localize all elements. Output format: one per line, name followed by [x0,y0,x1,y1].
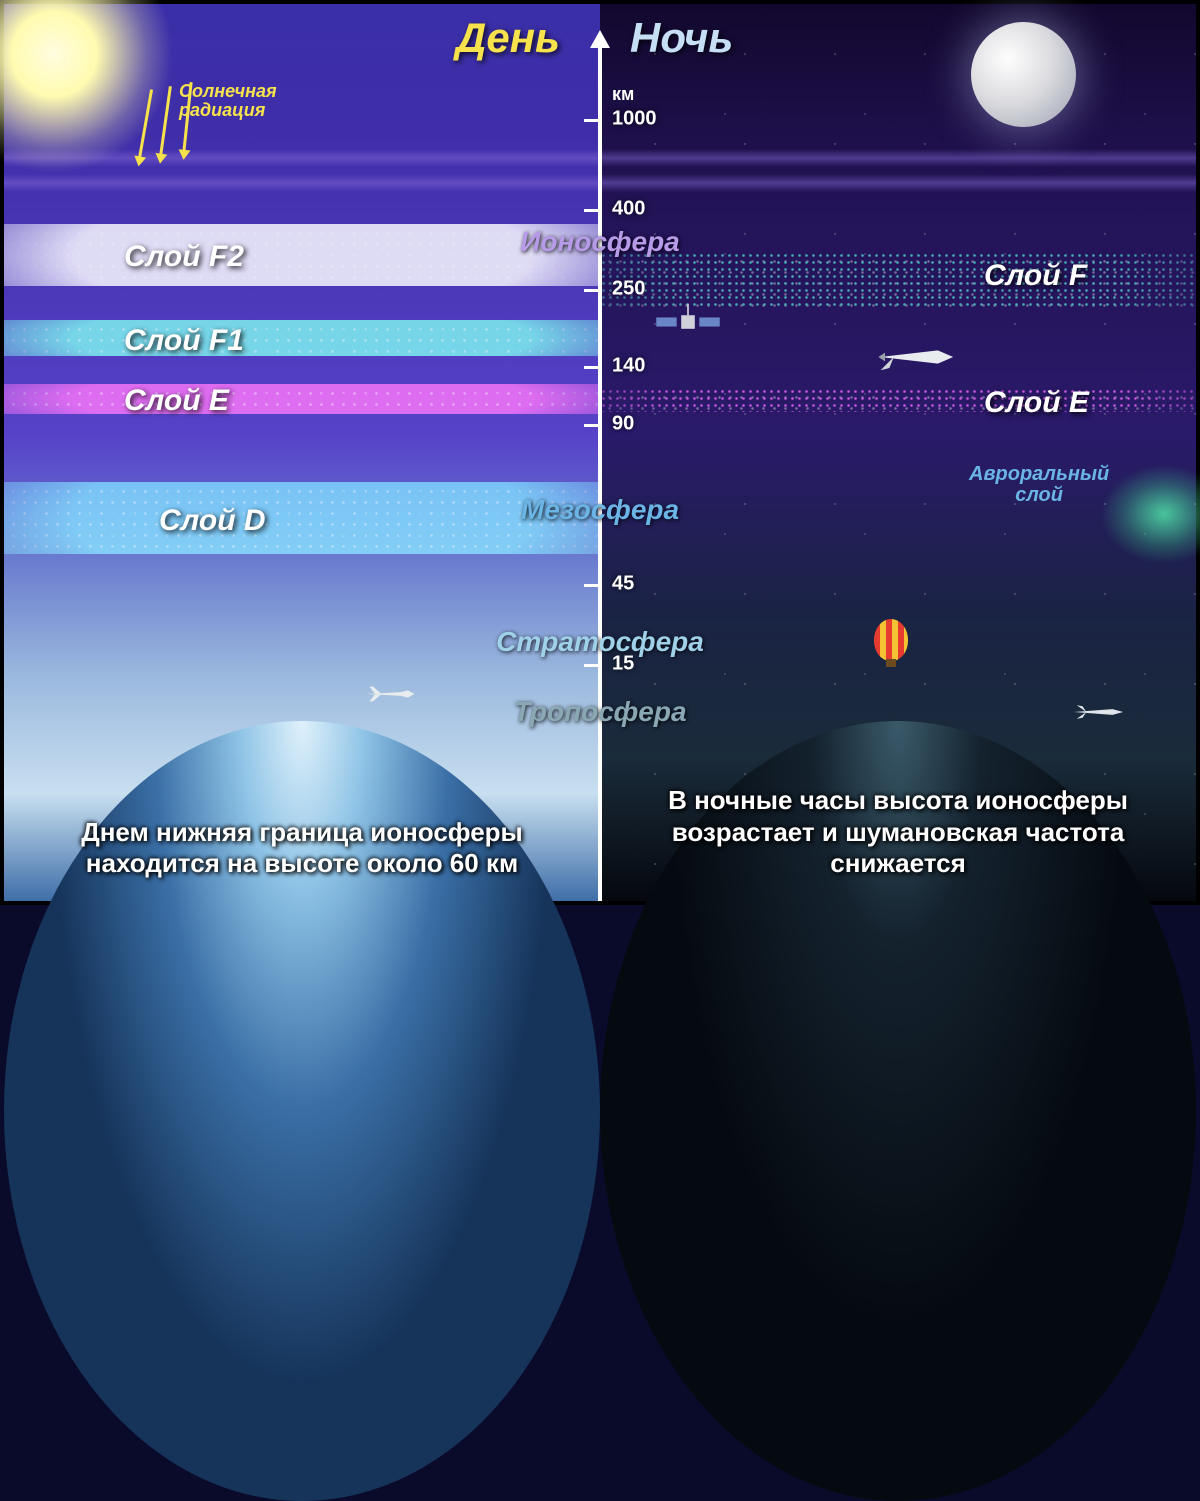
shuttle-icon [874,339,962,375]
axis-tick [584,424,600,427]
jet-icon [1069,702,1127,722]
layer-label: Слой F1 [124,324,244,358]
solar-radiation-label: Солнечнаярадиация [179,82,277,120]
header-night: Ночь [630,14,733,62]
auroral-label: Авроральныйслой [969,464,1109,506]
layer-label: Слой E [984,386,1089,420]
axis-tick [584,366,600,369]
axis-tick-label: 45 [612,573,634,596]
axis-tick [584,289,600,292]
axis-tick-label: 250 [612,278,645,301]
balloon-icon [874,619,908,667]
caption-night: В ночные часы высота ионосферы возрастае… [630,785,1166,879]
axis-tick [584,209,600,212]
moon-icon [971,22,1076,127]
airplane-icon [364,684,419,704]
sphere-label: Мезосфера [521,494,679,526]
altitude-axis [598,44,602,901]
header-day: День [456,14,560,62]
caption-day: Днем нижняя граница ионосферы находится … [34,817,570,879]
axis-tick [584,664,600,667]
sphere-label: Тропосфера [513,696,686,728]
layer-label: Слой D [159,504,266,538]
sphere-label: Ионосфера [520,226,679,258]
layer-band [4,320,600,356]
ionosphere-diagram: День Ночь км Днем нижняя граница ионосфе… [0,0,1200,905]
layer-label: Слой F [984,259,1087,293]
layer-band [4,224,600,286]
layer-label: Слой E [124,384,229,418]
axis-tick [584,119,600,122]
layer-band [4,482,600,554]
satellite-icon [654,299,722,345]
sun-icon [0,0,174,174]
layer-label: Слой F2 [124,240,244,274]
axis-tick-label: 400 [612,198,645,221]
layer-band [4,384,600,414]
sphere-label: Стратосфера [496,626,704,658]
axis-unit-label: км [612,84,634,105]
axis-arrow-icon [590,30,610,48]
axis-tick-label: 90 [612,413,634,436]
axis-tick-label: 1000 [612,108,657,131]
day-panel [4,4,600,901]
axis-tick-label: 140 [612,355,645,378]
axis-tick [584,584,600,587]
